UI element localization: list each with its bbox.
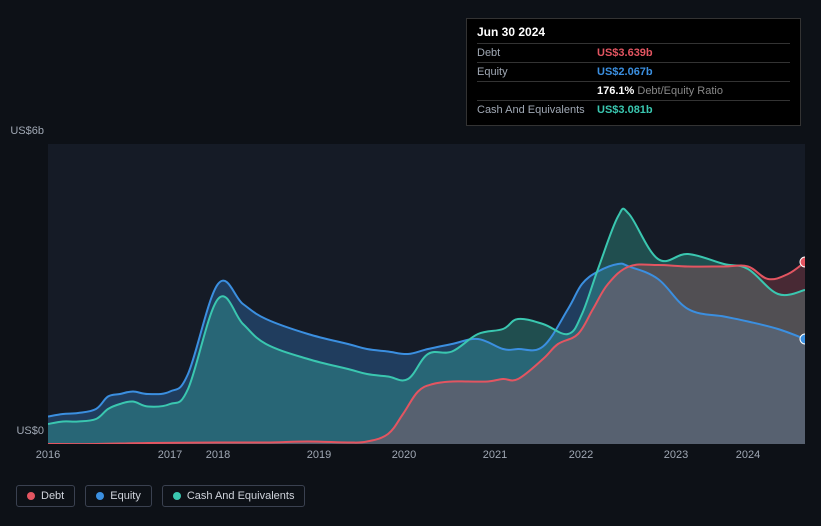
tooltip-row-value: US$3.081b: [597, 104, 653, 116]
legend-dot-icon: [27, 492, 35, 500]
chart-legend: Debt Equity Cash And Equivalents: [16, 485, 305, 507]
x-axis-label: 2018: [206, 449, 230, 461]
tooltip-date: Jun 30 2024: [477, 25, 790, 39]
chart-tooltip: Jun 30 2024 DebtUS$3.639bEquityUS$2.067b…: [466, 18, 801, 126]
x-axis-label: 2016: [36, 449, 60, 461]
legend-item[interactable]: Debt: [16, 485, 75, 507]
chart-plot: [48, 144, 805, 444]
chart-svg: [48, 144, 805, 444]
tooltip-row-extra: Debt/Equity Ratio: [634, 85, 723, 97]
x-axis-label: 2017: [158, 449, 182, 461]
tooltip-row-label: Equity: [477, 66, 597, 78]
y-axis-label: US$0: [4, 425, 44, 437]
tooltip-row: DebtUS$3.639b: [477, 43, 790, 62]
legend-item[interactable]: Cash And Equivalents: [162, 485, 306, 507]
tooltip-row-value: US$3.639b: [597, 47, 653, 59]
x-axis-label: 2019: [307, 449, 331, 461]
tooltip-row-value: US$2.067b: [597, 66, 653, 78]
tooltip-row-value: 176.1% Debt/Equity Ratio: [597, 85, 723, 97]
x-axis-label: 2021: [483, 449, 507, 461]
legend-label: Debt: [41, 490, 64, 502]
tooltip-row: 176.1% Debt/Equity Ratio: [477, 81, 790, 100]
x-axis-label: 2023: [664, 449, 688, 461]
tooltip-row: EquityUS$2.067b: [477, 62, 790, 81]
tooltip-row-label: Debt: [477, 47, 597, 59]
legend-label: Cash And Equivalents: [187, 490, 295, 502]
x-axis-label: 2022: [569, 449, 593, 461]
y-axis-label: US$6b: [4, 125, 44, 137]
tooltip-row-label: Cash And Equivalents: [477, 104, 597, 116]
legend-label: Equity: [110, 490, 141, 502]
legend-item[interactable]: Equity: [85, 485, 152, 507]
tooltip-row-label: [477, 85, 597, 97]
legend-dot-icon: [96, 492, 104, 500]
x-axis-label: 2020: [392, 449, 416, 461]
legend-dot-icon: [173, 492, 181, 500]
tooltip-row: Cash And EquivalentsUS$3.081b: [477, 100, 790, 119]
x-axis-label: 2024: [736, 449, 760, 461]
